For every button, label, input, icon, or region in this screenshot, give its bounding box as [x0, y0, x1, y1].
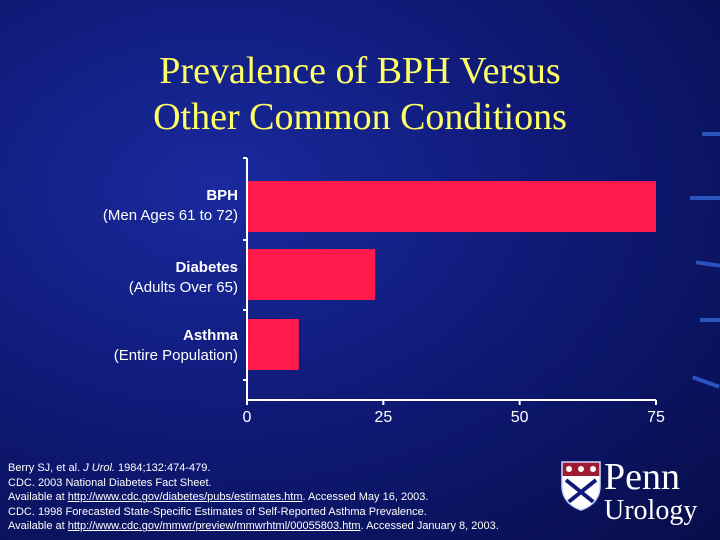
bar-bph [247, 181, 656, 232]
logo-penn-text: Penn [604, 456, 680, 498]
title-line-1: Prevalence of BPH Versus [159, 50, 561, 92]
penn-shield-icon [561, 461, 601, 511]
ref-text: Berry SJ, et al. [8, 462, 84, 474]
x-tick-label: 50 [511, 409, 529, 426]
asthma-link[interactable]: http://www.cdc.gov/mmwr/preview/mmwrhtml… [67, 520, 361, 533]
ref-text: 1984;132:474-479. [114, 462, 211, 474]
diabetes-link[interactable]: http://www.cdc.gov/diabetes/pubs/estimat… [67, 491, 303, 504]
decorative-stripe [702, 132, 720, 136]
ref-journal: J Urol. [83, 462, 115, 474]
category-name: Asthma [182, 327, 238, 344]
x-tick-labels: 0 25 50 75 [243, 409, 665, 426]
x-tick-label: 25 [374, 409, 392, 426]
slide-title: Prevalence of BPH Versus Other Common Co… [0, 48, 720, 140]
category-label-asthma: Asthma (Entire Population) [114, 326, 238, 366]
bar-series [247, 181, 656, 370]
category-name: Diabetes [175, 259, 238, 276]
category-name: BPH [206, 187, 238, 204]
x-tick-label: 75 [647, 409, 665, 426]
ref-text: Available at [8, 491, 68, 504]
penn-urology-logo: Penn Urology [560, 458, 710, 528]
reference-line: CDC. 1998 Forecasted State-Specific Esti… [8, 505, 427, 518]
reference-line: CDC. 2003 National Diabetes Fact Sheet. [8, 476, 212, 489]
title-line-2: Other Common Conditions [153, 96, 567, 138]
reference-line: Berry SJ, et al. J Urol. 1984;132:474-47… [8, 461, 499, 476]
category-sublabel: (Adults Over 65) [128, 279, 238, 296]
category-sublabel: (Entire Population) [113, 347, 238, 364]
category-label-bph: BPH (Men Ages 61 to 72) [103, 186, 238, 226]
decorative-stripe [700, 318, 720, 322]
ref-text: . Accessed January 8, 2003. [360, 520, 499, 533]
logo-urology-text: Urology [604, 495, 698, 526]
ref-text: . Accessed May 16, 2003. [302, 491, 429, 504]
ref-text: Available at [8, 520, 68, 533]
references: Berry SJ, et al. J Urol. 1984;132:474-47… [8, 461, 499, 534]
bar-asthma [247, 319, 299, 370]
x-tick-label: 0 [243, 409, 252, 426]
chart-axes [243, 157, 657, 405]
reference-line: Available at http://www.cdc.gov/mmwr/pre… [8, 519, 499, 534]
category-label-diabetes: Diabetes (Adults Over 65) [129, 258, 238, 298]
bar-diabetes [247, 249, 376, 300]
category-sublabel: (Men Ages 61 to 72) [102, 207, 238, 224]
decorative-stripe [690, 196, 720, 200]
logo-wordmark: Penn Urology [604, 458, 697, 526]
reference-line: Available at http://www.cdc.gov/diabetes… [8, 490, 499, 505]
